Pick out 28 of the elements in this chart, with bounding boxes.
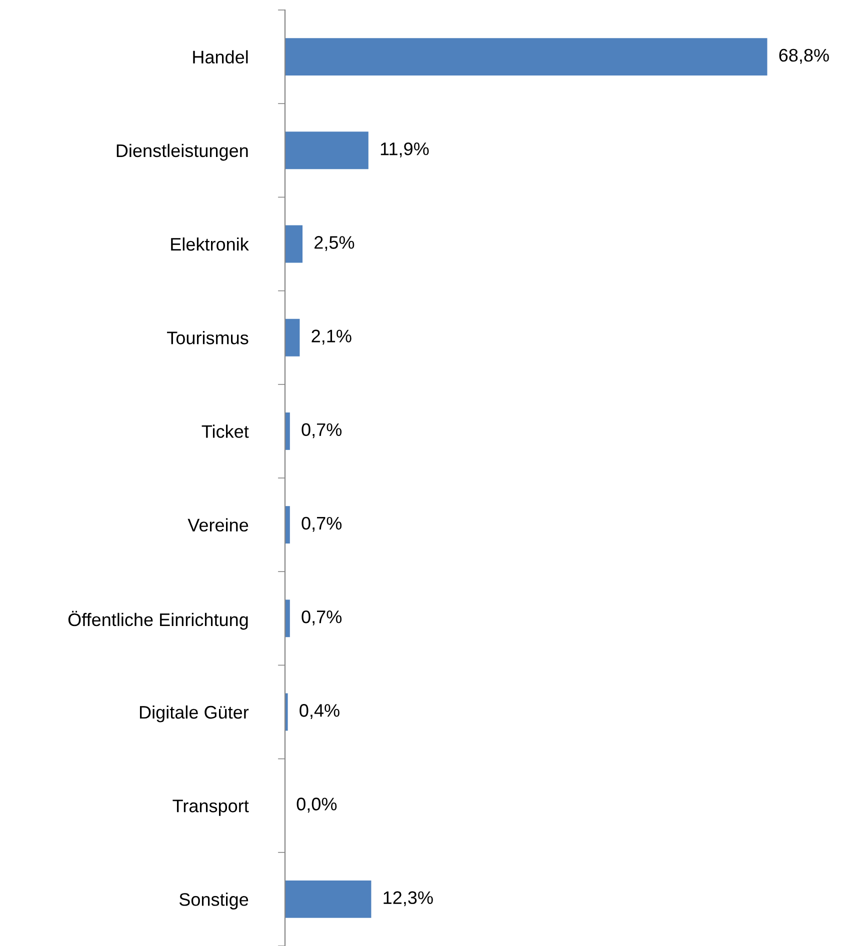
- bar: [285, 38, 768, 76]
- y-tick-label: Digitale Güter: [140, 705, 249, 722]
- bar: [285, 506, 290, 544]
- y-tick-label: Ticket: [202, 424, 249, 438]
- bar: [285, 412, 290, 450]
- data-label: 0,7%: [302, 516, 342, 532]
- data-label: 12,3%: [384, 891, 433, 906]
- y-tick-label: Vereine: [188, 518, 248, 532]
- bar: [285, 880, 372, 918]
- y-tick-label: Handel: [193, 50, 248, 64]
- y-tick-label: Transport: [172, 800, 249, 816]
- data-label: 0,7%: [302, 610, 342, 626]
- bar: [285, 132, 368, 170]
- bar: [285, 318, 300, 356]
- data-label: 11,9%: [380, 142, 429, 158]
- data-label: 0,0%: [296, 798, 337, 813]
- y-tick-label: Öffentliche Einrichtung: [68, 610, 248, 630]
- data-label: 0,4%: [300, 704, 340, 719]
- data-label: 2,5%: [314, 236, 354, 251]
- y-tick-label: Tourismus: [167, 331, 248, 344]
- bar: [285, 600, 290, 638]
- data-label: 2,1%: [312, 330, 352, 345]
- y-tick-label: Sonstige: [179, 892, 248, 910]
- bar: [285, 225, 303, 263]
- y-tick-label: Dienstleistungen: [116, 144, 248, 161]
- data-label: 68,8%: [779, 48, 829, 64]
- data-label: 0,7%: [302, 423, 342, 438]
- y-tick-label: Elektronik: [171, 237, 249, 251]
